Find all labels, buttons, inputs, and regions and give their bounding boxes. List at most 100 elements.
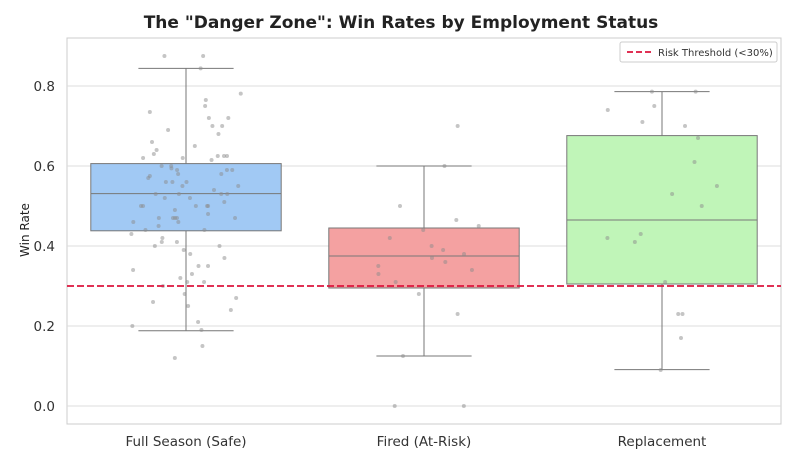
- y-tick-label: 0.6: [34, 159, 55, 175]
- data-point: [141, 156, 146, 160]
- data-point: [393, 280, 398, 284]
- data-point: [176, 192, 181, 196]
- data-point: [219, 172, 224, 176]
- chart-title: The "Danger Zone": Win Rates by Employme…: [144, 13, 659, 33]
- data-point: [215, 154, 220, 158]
- data-point: [152, 244, 157, 248]
- data-point: [150, 140, 155, 144]
- data-point: [441, 248, 446, 252]
- x-tick-label: Fired (At-Risk): [377, 434, 472, 450]
- data-point: [201, 54, 206, 58]
- data-point: [462, 252, 467, 256]
- data-point: [693, 89, 698, 94]
- data-point: [143, 228, 148, 232]
- data-point: [206, 116, 211, 120]
- data-point: [230, 168, 235, 172]
- data-point: [658, 368, 663, 372]
- data-point: [605, 236, 610, 240]
- data-point: [146, 176, 151, 180]
- data-point: [714, 184, 719, 188]
- data-point: [186, 304, 191, 308]
- data-point: [172, 208, 177, 212]
- y-tick-label: 0.0: [34, 399, 55, 415]
- data-point: [234, 296, 239, 300]
- data-point: [469, 268, 474, 272]
- legend-box: [619, 41, 778, 63]
- data-point: [176, 220, 181, 224]
- data-point: [172, 356, 177, 360]
- data-point: [187, 196, 192, 200]
- data-point: [151, 300, 156, 304]
- data-point: [131, 220, 136, 224]
- data-point: [442, 164, 447, 168]
- data-point: [696, 136, 701, 140]
- data-point: [699, 204, 704, 208]
- data-point: [206, 264, 211, 268]
- box: [328, 227, 520, 289]
- data-point: [198, 66, 203, 71]
- data-point: [196, 264, 201, 268]
- data-point: [153, 192, 158, 196]
- data-point: [392, 404, 397, 408]
- data-point: [147, 110, 152, 114]
- data-point: [202, 228, 207, 232]
- data-point: [178, 276, 183, 280]
- data-point: [188, 252, 193, 256]
- data-point: [203, 104, 208, 108]
- data-point: [151, 152, 156, 156]
- data-point: [219, 192, 224, 196]
- data-point: [680, 312, 685, 316]
- data-point: [376, 264, 381, 268]
- data-point: [605, 108, 610, 112]
- data-point: [159, 164, 164, 168]
- data-point: [683, 124, 688, 128]
- data-point: [238, 91, 243, 96]
- data-point: [211, 188, 216, 192]
- data-point: [376, 272, 381, 276]
- data-point: [184, 180, 189, 184]
- box: [90, 163, 282, 232]
- y-tick-label: 0.8: [34, 79, 55, 95]
- data-point: [162, 54, 167, 58]
- x-tick-label: Replacement: [618, 434, 707, 450]
- data-point: [632, 240, 637, 244]
- data-point: [180, 156, 185, 160]
- data-point: [476, 224, 481, 228]
- data-point: [206, 212, 211, 216]
- data-point: [225, 154, 230, 158]
- data-point: [131, 268, 136, 272]
- data-point: [429, 244, 434, 248]
- data-point: [170, 180, 175, 184]
- data-point: [461, 404, 466, 408]
- data-point: [216, 132, 221, 136]
- data-point: [210, 124, 215, 128]
- data-point: [166, 128, 171, 132]
- data-point: [663, 280, 668, 284]
- data-point: [130, 324, 135, 328]
- data-point: [221, 154, 226, 158]
- data-point: [180, 184, 185, 188]
- data-point: [222, 200, 227, 204]
- data-point: [224, 168, 229, 172]
- data-point: [416, 292, 421, 296]
- data-point: [222, 256, 227, 260]
- data-point: [176, 172, 181, 176]
- y-axis-label: Win Rate: [18, 203, 32, 257]
- data-point: [454, 218, 459, 222]
- data-point: [199, 328, 204, 332]
- legend: Risk Threshold (<30%): [619, 41, 778, 63]
- data-point: [226, 116, 231, 120]
- data-point: [196, 320, 201, 324]
- data-point: [193, 204, 198, 208]
- data-point: [154, 148, 159, 152]
- data-point: [175, 168, 180, 172]
- data-point: [192, 144, 197, 148]
- data-point: [233, 216, 238, 220]
- box: [566, 135, 758, 285]
- data-point: [163, 180, 168, 184]
- data-point: [217, 244, 222, 248]
- data-point: [202, 280, 207, 284]
- data-point: [156, 216, 161, 220]
- data-point: [678, 336, 683, 340]
